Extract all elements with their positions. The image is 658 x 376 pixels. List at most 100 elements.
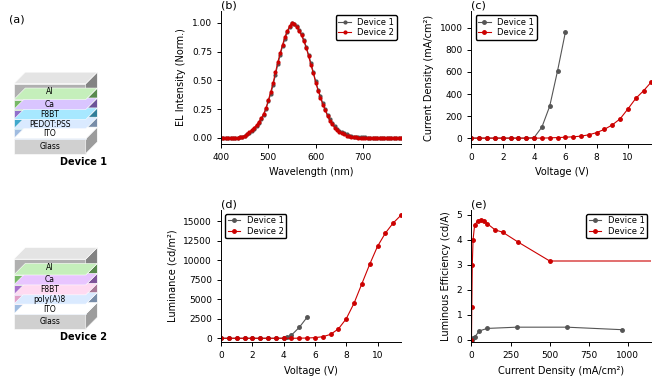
Legend: Device 1, Device 2: Device 1, Device 2: [225, 214, 286, 238]
Device 2: [553, 135, 561, 140]
Polygon shape: [86, 117, 97, 139]
Text: (b): (b): [221, 0, 237, 11]
Device 2: [278, 42, 286, 47]
Line: Device 1: Device 1: [220, 21, 402, 139]
Device 1: [293, 24, 301, 29]
Device 1: [468, 337, 476, 342]
Device 1: [483, 136, 491, 140]
Device 2: [468, 337, 476, 342]
Device 1: [468, 136, 476, 140]
Polygon shape: [14, 109, 86, 120]
Device 2: [601, 127, 609, 132]
Text: ITO: ITO: [43, 129, 56, 138]
Polygon shape: [86, 283, 97, 304]
Text: PEDOT:PSS: PEDOT:PSS: [29, 120, 70, 129]
Device 2: [491, 227, 499, 232]
Device 1: [272, 336, 280, 341]
Device 2: [470, 223, 478, 227]
Device 2: [545, 259, 553, 263]
Text: (d): (d): [221, 199, 237, 209]
Polygon shape: [14, 108, 97, 120]
Device 2: [293, 25, 301, 30]
Y-axis label: Luminous Efficiency (cd/A): Luminous Efficiency (cd/A): [441, 211, 451, 341]
Device 2: [577, 134, 585, 138]
Device 2: [311, 335, 319, 340]
Device 2: [276, 50, 284, 55]
Polygon shape: [14, 72, 97, 84]
Polygon shape: [86, 72, 97, 100]
Text: Ca: Ca: [45, 100, 55, 109]
Device 2: [477, 218, 485, 222]
Device 2: [358, 282, 366, 286]
Legend: Device 1, Device 2: Device 1, Device 2: [586, 214, 647, 238]
Line: Device 1: Device 1: [219, 315, 309, 340]
Device 2: [264, 336, 272, 341]
Text: (e): (e): [472, 199, 487, 209]
Device 2: [632, 96, 640, 101]
Polygon shape: [14, 139, 86, 153]
Legend: Device 1, Device 2: Device 1, Device 2: [476, 15, 537, 40]
Device 2: [499, 230, 507, 235]
Device 2: [350, 301, 358, 305]
Polygon shape: [86, 302, 97, 329]
Polygon shape: [86, 247, 97, 275]
Device 1: [561, 30, 569, 35]
Text: F8BT: F8BT: [40, 110, 59, 119]
Line: Device 2: Device 2: [470, 218, 658, 341]
Device 2: [241, 336, 249, 341]
Device 2: [538, 136, 546, 140]
Device 1: [264, 336, 272, 341]
Device 1: [319, 101, 327, 106]
Polygon shape: [14, 247, 97, 259]
Device 1: [515, 136, 522, 140]
Device 2: [655, 259, 658, 263]
Y-axis label: EL Intensity (Norm.): EL Intensity (Norm.): [176, 29, 186, 126]
Device 2: [334, 327, 342, 331]
Device 2: [475, 136, 483, 140]
X-axis label: Wavelength (nm): Wavelength (nm): [268, 167, 353, 177]
Device 2: [319, 102, 327, 107]
Device 2: [248, 336, 256, 341]
Legend: Device 1, Device 2: Device 1, Device 2: [336, 15, 397, 40]
Polygon shape: [86, 273, 97, 295]
Device 2: [295, 336, 303, 340]
Device 2: [569, 135, 577, 139]
Device 2: [483, 221, 491, 226]
Device 2: [593, 130, 601, 135]
Text: poly(A)8: poly(A)8: [34, 295, 66, 304]
Device 2: [382, 231, 390, 235]
Line: Device 2: Device 2: [219, 214, 403, 340]
Device 1: [283, 335, 291, 340]
Device 2: [342, 317, 350, 321]
Polygon shape: [14, 259, 86, 275]
Line: Device 2: Device 2: [220, 21, 402, 139]
Device 1: [253, 124, 261, 129]
Polygon shape: [14, 127, 97, 139]
Polygon shape: [14, 117, 97, 129]
X-axis label: Voltage (V): Voltage (V): [284, 366, 338, 376]
Device 2: [397, 136, 405, 140]
Device 2: [545, 136, 553, 140]
Polygon shape: [14, 285, 86, 295]
Device 2: [609, 123, 617, 127]
Device 1: [507, 136, 515, 140]
Text: Al: Al: [46, 87, 53, 96]
Device 1: [297, 32, 305, 36]
Device 2: [288, 21, 296, 25]
Text: Glass: Glass: [39, 142, 60, 151]
Device 1: [475, 136, 483, 140]
Device 2: [272, 336, 280, 341]
Device 2: [507, 136, 515, 140]
Device 1: [225, 336, 233, 341]
Polygon shape: [14, 100, 86, 109]
Polygon shape: [86, 108, 97, 129]
Device 2: [217, 336, 225, 341]
X-axis label: Voltage (V): Voltage (V): [534, 167, 588, 177]
Device 2: [397, 213, 405, 217]
Device 2: [468, 262, 476, 267]
Device 2: [522, 136, 530, 140]
Line: Device 1: Device 1: [470, 30, 567, 140]
Device 1: [491, 136, 499, 140]
Text: F8BT: F8BT: [40, 285, 59, 294]
Device 2: [585, 133, 593, 137]
